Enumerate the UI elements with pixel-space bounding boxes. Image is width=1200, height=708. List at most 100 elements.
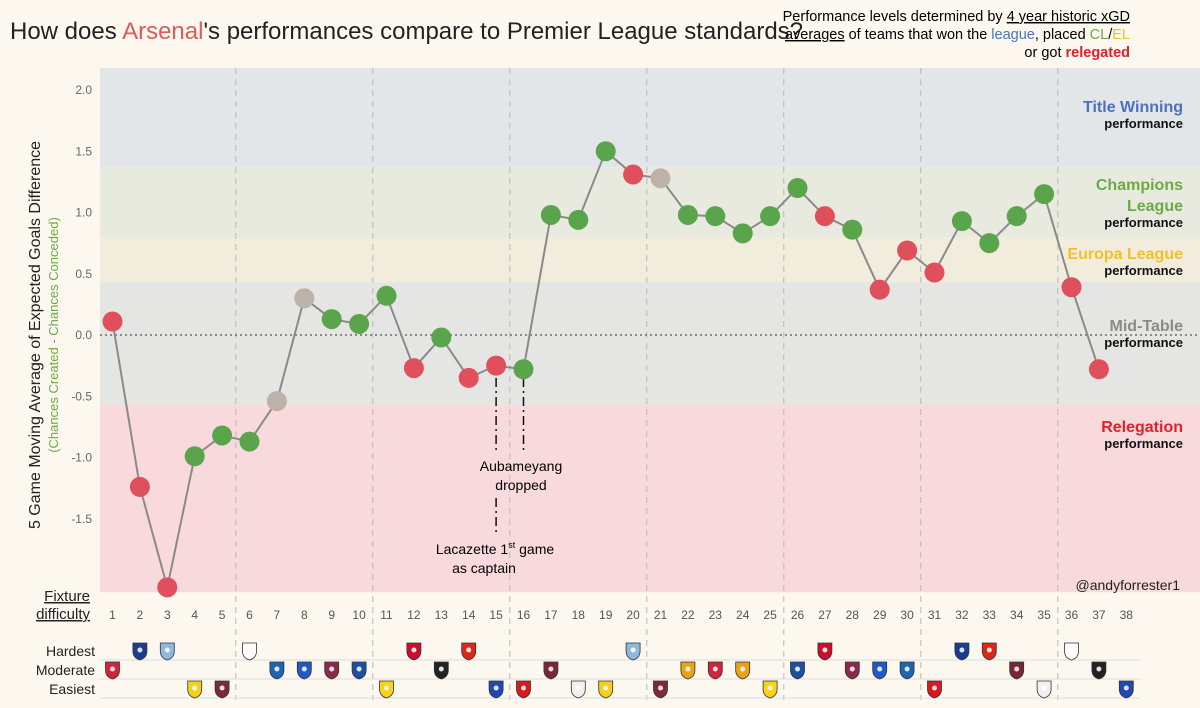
annot-text-2b: as captain [452,560,516,576]
data-point [814,206,835,227]
band-label-1-1: League [1127,198,1183,215]
team-badge [762,680,778,699]
band-label-2-0: Europa League [1067,246,1183,263]
team-badge [570,680,586,699]
badge-emblem [767,685,773,691]
band-label-sub-1: performance [1104,215,1183,230]
x-tick-label: 1 [109,608,116,622]
team-badge [214,680,230,699]
team-badge [598,680,614,699]
badge-emblem [274,666,280,672]
data-point [239,431,260,452]
svg-text:or got relegated: or got relegated [1024,45,1130,61]
badge-emblem [219,685,225,691]
x-tick-label: 3 [164,608,171,622]
x-tick-label: 15 [489,608,503,622]
band-label-1-0: Champions [1096,177,1183,194]
x-axis-ticks: 1 2 3 4 5 6 7 8 9 10 11 12 13 14 15 16 17 18 19 20 21 22 23 24 2… [109,608,1133,622]
x-tick-label: 37 [1092,608,1106,622]
band-3 [100,282,1200,405]
data-point [129,476,150,497]
band-label-4-0: Relegation [1101,419,1183,436]
badge-emblem [795,666,800,672]
y-tick-label: 0.5 [75,267,92,281]
badge-emblem [1069,647,1074,653]
badge-emblem [603,685,609,691]
team-badge [159,642,175,661]
x-tick-label: 20 [626,608,640,622]
badge-emblem [904,666,910,672]
data-point [157,577,178,598]
team-badge [406,642,422,661]
x-tick-label: 25 [763,608,777,622]
team-badge [954,642,970,661]
band-label-3-0: Mid-Table [1110,318,1184,335]
fixture-badges [105,642,1134,699]
chart-title: How does Arsenal's performances compare … [10,18,803,45]
data-point [623,164,644,185]
fixture-row-label: Easiest [49,681,95,697]
badge-emblem [1123,685,1129,691]
team-badge [735,661,751,680]
data-point [431,327,452,348]
team-badge [1064,642,1079,661]
x-tick-label: 32 [955,608,969,622]
badge-emblem [959,647,965,653]
team-badge [242,642,257,661]
annot-text-2a: Lacazette 1st game [436,540,555,557]
team-badge [817,642,833,661]
y-tick-label: -1.0 [71,451,92,465]
team-badge [844,661,860,680]
data-point [705,206,726,227]
x-tick-label: 31 [928,608,942,622]
data-point [951,211,972,232]
badge-emblem [1041,685,1047,691]
x-tick-label: 4 [191,608,198,622]
svg-text:averages of teams that won the: averages of teams that won the league, p… [785,27,1130,43]
data-point [732,223,753,244]
data-point [540,204,561,225]
badge-emblem [247,647,252,653]
x-tick-label: 9 [328,608,335,622]
team-badge [132,642,148,661]
x-tick-label: 35 [1037,608,1051,622]
y-tick-label: -0.5 [71,389,92,403]
data-point [1006,206,1027,227]
data-point [1061,277,1082,298]
x-tick-label: 14 [462,608,476,622]
badge-emblem [384,685,389,691]
x-tick-label: 5 [219,608,226,622]
band-label-sub-2: performance [1104,263,1183,278]
svg-text:Performance levels determined: Performance levels determined by 4 year … [783,9,1130,25]
data-point [403,358,424,379]
x-tick-label: 23 [709,608,723,622]
badge-emblem [877,666,883,672]
team-badge [461,642,477,661]
badge-emblem [1014,666,1020,672]
band-labels: Title WinningperformanceChampionsLeaguep… [1067,99,1183,451]
badge-emblem [822,647,828,653]
badge-emblem [548,666,554,672]
y-axis: 2.0 1.5 1.0 0.5 0.0 -0.5 -1.0 -1.5 [71,83,92,526]
performance-bands [100,68,1200,593]
fixture-row-label: Moderate [36,662,95,678]
badge-emblem [301,666,307,672]
team-badge [899,661,915,680]
x-tick-label: 33 [983,608,997,622]
team-badge [707,661,723,680]
team-badge [433,661,449,680]
x-tick-label: 7 [274,608,281,622]
x-tick-label: 38 [1120,608,1134,622]
band-label-0-0: Title Winning [1083,99,1183,116]
team-badge [269,661,285,680]
team-badge [296,661,312,680]
fixture-label-1: Fixture [44,588,90,605]
badge-emblem [192,685,198,691]
y-tick-label: 2.0 [75,83,92,97]
badge-emblem [164,647,170,653]
data-point [486,355,507,376]
data-point [184,446,205,467]
y-tick-label: -1.5 [71,512,92,526]
x-tick-label: 19 [599,608,613,622]
